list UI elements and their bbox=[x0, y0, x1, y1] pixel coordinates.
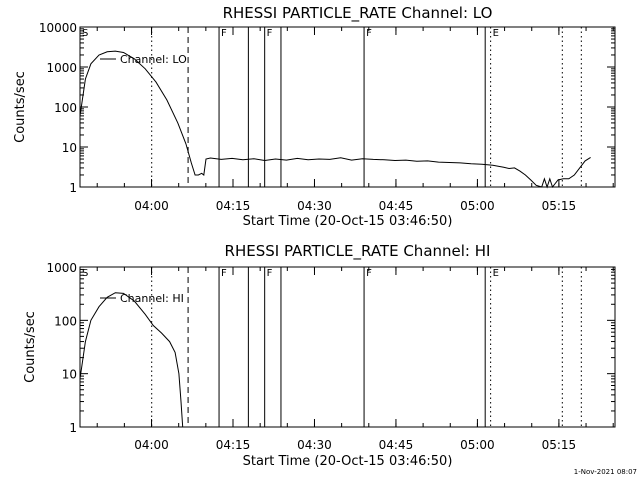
panel-hi: RHESSI PARTICLE_RATE Channel: HI S F F F E 04:… bbox=[23, 242, 616, 469]
x-tick-label: 04:30 bbox=[297, 438, 332, 452]
event-marker-label: F bbox=[366, 268, 372, 279]
legend-label: Channel: HI bbox=[120, 292, 184, 305]
x-axis-label: Start Time (20-Oct-15 03:46:50) bbox=[243, 454, 453, 469]
x-tick-label: 04:00 bbox=[134, 199, 169, 213]
event-marker-label: S bbox=[82, 28, 88, 39]
x-tick-label: 05:00 bbox=[460, 438, 495, 452]
series-line bbox=[79, 50, 591, 189]
x-tick-label: 05:00 bbox=[460, 199, 495, 213]
y-tick-label: 1000 bbox=[46, 261, 77, 275]
footer-timestamp: 1-Nov-2021 08:07 bbox=[574, 468, 637, 476]
y-tick-label: 100 bbox=[54, 314, 77, 328]
x-tick-label: 04:15 bbox=[216, 199, 251, 213]
y-tick-label: 1 bbox=[69, 421, 77, 435]
x-axis-label: Start Time (20-Oct-15 03:46:50) bbox=[243, 214, 453, 229]
y-tick-label: 10 bbox=[62, 141, 77, 155]
y-tick-label: 100 bbox=[54, 101, 77, 115]
x-tick-label: 04:15 bbox=[216, 438, 251, 452]
event-marker-label: F bbox=[221, 28, 227, 39]
chart-title: RHESSI PARTICLE_RATE Channel: HI bbox=[225, 242, 491, 261]
event-marker-label: E bbox=[493, 268, 499, 279]
legend-label: Channel: LO bbox=[120, 53, 187, 66]
y-tick-label: 10 bbox=[62, 368, 77, 382]
event-marker-label: S bbox=[82, 268, 88, 279]
event-marker-label: F bbox=[267, 268, 273, 279]
x-tick-label: 04:45 bbox=[379, 199, 414, 213]
panel-lo: RHESSI PARTICLE_RATE Channel: LO S F F F E 04:… bbox=[13, 4, 616, 229]
x-tick-label: 05:15 bbox=[542, 438, 577, 452]
x-tick-label: 04:45 bbox=[379, 438, 414, 452]
y-axis-label: Counts/sec bbox=[13, 71, 28, 143]
x-tick-label: 04:00 bbox=[134, 438, 169, 452]
y-axis-label: Counts/sec bbox=[23, 311, 38, 383]
y-tick-label: 1 bbox=[69, 181, 77, 195]
plot-frame bbox=[79, 26, 616, 188]
event-marker-label: F bbox=[366, 28, 372, 39]
event-marker-label: E bbox=[493, 28, 499, 39]
chart-title: RHESSI PARTICLE_RATE Channel: LO bbox=[223, 4, 493, 23]
series-line bbox=[79, 292, 184, 428]
y-tick-label: 10000 bbox=[39, 21, 77, 35]
event-marker-label: F bbox=[221, 268, 227, 279]
x-tick-label: 04:30 bbox=[297, 199, 332, 213]
plot-frame bbox=[79, 266, 616, 428]
x-tick-label: 05:15 bbox=[542, 199, 577, 213]
y-tick-label: 1000 bbox=[46, 61, 77, 75]
event-marker-label: F bbox=[267, 28, 273, 39]
